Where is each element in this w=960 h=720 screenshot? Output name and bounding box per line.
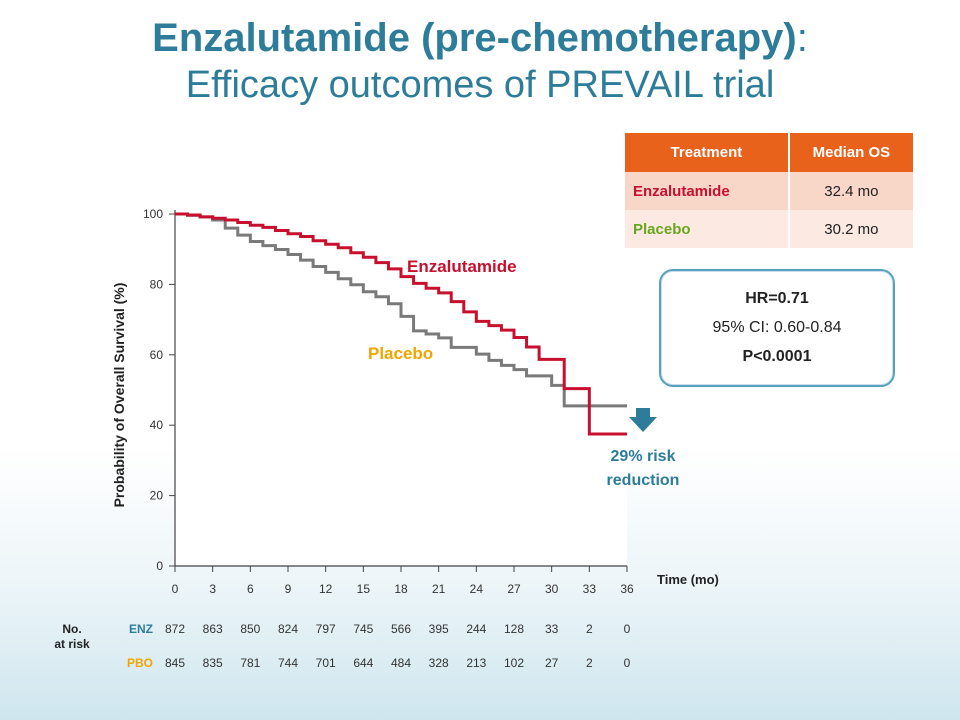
risk-value: 395: [429, 622, 449, 636]
risk-value: 781: [240, 656, 260, 670]
os-table-header: Treatment Median OS: [625, 133, 916, 172]
os-treatment: Enzalutamide: [625, 172, 790, 210]
risk-value: 244: [466, 622, 486, 636]
os-median: 30.2 mo: [788, 210, 916, 248]
slide-title-block: Enzalutamide (pre-chemotherapy): Efficac…: [0, 14, 960, 108]
x-tick-label: 18: [394, 582, 408, 596]
risk-reduction-line1: 29% risk: [611, 448, 676, 465]
risk-value: 484: [391, 656, 411, 670]
x-tick-label: 24: [470, 582, 484, 596]
enzalutamide-curve: [175, 212, 627, 436]
risk-value: 797: [316, 622, 336, 636]
risk-value: 33: [545, 622, 559, 636]
hazard-ratio: HR=0.71: [745, 290, 809, 307]
risk-value: 566: [391, 622, 411, 636]
x-tick-label: 33: [583, 582, 597, 596]
x-tick-label: 15: [357, 582, 371, 596]
y-tick-label: 20: [150, 489, 164, 503]
x-tick-label: 12: [319, 582, 333, 596]
x-tick-label: 21: [432, 582, 446, 596]
os-header-median: Median OS: [788, 133, 916, 172]
risk-value: 872: [165, 622, 185, 636]
risk-value: 0: [624, 656, 631, 670]
x-tick-label: 36: [620, 582, 634, 596]
x-tick-label: 30: [545, 582, 559, 596]
risk-value: 2: [586, 656, 593, 670]
x-tick-label: 6: [247, 582, 254, 596]
x-tick-label: 27: [507, 582, 521, 596]
risk-value: 0: [624, 622, 631, 636]
y-tick-label: 80: [150, 277, 164, 291]
placebo-curve-label: Placebo: [368, 344, 433, 363]
x-tick-label: 0: [172, 582, 179, 596]
risk-value: 850: [240, 622, 260, 636]
os-row-placebo: Placebo 30.2 mo: [625, 210, 916, 248]
os-median: 32.4 mo: [788, 172, 916, 210]
risk-value: 845: [165, 656, 185, 670]
enzalutamide-curve-label: Enzalutamide: [407, 257, 517, 276]
risk-value: 213: [466, 656, 486, 670]
risk-value: 2: [586, 622, 593, 636]
os-row-enzalutamide: Enzalutamide 32.4 mo: [625, 172, 916, 210]
risk-value: 701: [316, 656, 336, 670]
x-tick-label: 3: [209, 582, 216, 596]
risk-value: 27: [545, 656, 559, 670]
survival-curves: [175, 212, 627, 436]
x-tick-label: 9: [285, 582, 292, 596]
risk-value: 644: [353, 656, 373, 670]
risk-value: 328: [429, 656, 449, 670]
os-treatment: Placebo: [625, 210, 790, 248]
down-arrow-icon: [629, 408, 657, 432]
risk-value: 863: [203, 622, 223, 636]
risk-value: 745: [353, 622, 373, 636]
slide-subtitle: Efficacy outcomes of PREVAIL trial: [185, 64, 775, 106]
x-axis-label: Time (mo): [657, 572, 719, 587]
slide-title: Enzalutamide (pre-chemotherapy):: [0, 14, 960, 62]
risk-value: 102: [504, 656, 524, 670]
slide-title-colon: :: [796, 16, 808, 60]
risk-row-label-enz: ENZ: [129, 622, 153, 636]
confidence-interval: 95% CI: 0.60-0.84: [712, 319, 842, 336]
risk-table: No.at risk ENZ 872 863 850 824 797 745 566 395 244…: [54, 622, 630, 670]
os-header-treatment: Treatment: [625, 133, 790, 172]
risk-reduction-line2: reduction: [607, 472, 680, 489]
y-tick-label: 60: [150, 348, 164, 362]
risk-value: 744: [278, 656, 298, 670]
y-tick-label: 100: [143, 207, 163, 221]
y-axis-label: Probability of Overall Survival (%): [111, 283, 127, 508]
placebo-curve: [175, 212, 627, 408]
hazard-ratio-box: HR=0.71 95% CI: 0.60-0.84 P<0.0001: [659, 269, 895, 387]
risk-table-title: at risk: [54, 637, 90, 651]
risk-value: 835: [203, 656, 223, 670]
risk-value: 128: [504, 622, 524, 636]
risk-table-title: No.: [62, 622, 81, 636]
risk-row-label-pbo: PBO: [127, 656, 153, 670]
risk-value: 824: [278, 622, 298, 636]
p-value: P<0.0001: [742, 348, 812, 365]
median-os-table: Treatment Median OS Enzalutamide 32.4 mo…: [625, 133, 916, 248]
slide-title-text: Enzalutamide (pre-chemotherapy): [152, 16, 797, 60]
y-tick-label: 40: [150, 418, 164, 432]
y-tick-label: 0: [156, 559, 163, 573]
